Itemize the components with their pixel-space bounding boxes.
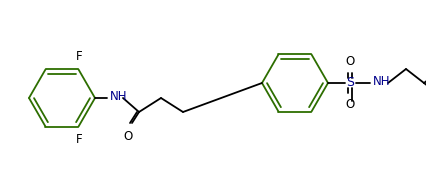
Text: F: F bbox=[76, 133, 83, 146]
Text: NH: NH bbox=[372, 75, 390, 89]
Text: S: S bbox=[345, 76, 353, 90]
Text: O: O bbox=[345, 98, 354, 111]
Text: F: F bbox=[76, 51, 83, 63]
Text: NH: NH bbox=[110, 90, 127, 104]
Text: O: O bbox=[345, 55, 354, 68]
Text: O: O bbox=[123, 130, 132, 143]
